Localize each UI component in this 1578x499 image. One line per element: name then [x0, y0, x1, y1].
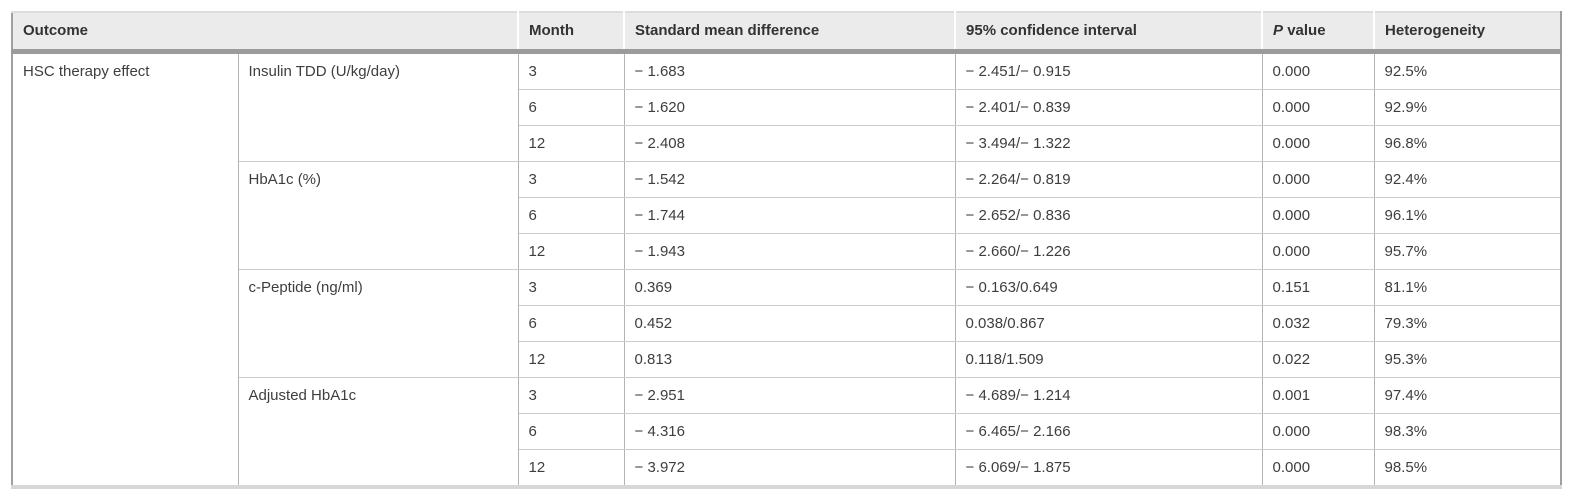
pvalue-cell: 0.000	[1262, 89, 1375, 126]
measure-cell: c-Peptide (ng/ml)	[238, 269, 519, 378]
table-row: 12 − 3.972 − 6.069/− 1.875 0.000 98.5%	[12, 449, 1562, 488]
table-row: 6 0.452 0.038/0.867 0.032 79.3%	[12, 305, 1562, 342]
smd-cell: − 1.542	[624, 161, 956, 198]
pvalue-cell: 0.000	[1262, 125, 1375, 162]
pvalue-cell: 0.000	[1262, 51, 1375, 90]
ci-cell: − 0.163/0.649	[955, 269, 1263, 306]
heterogeneity-cell: 96.8%	[1374, 125, 1562, 162]
ci-cell: − 2.652/− 0.836	[955, 197, 1263, 234]
month-cell: 12	[518, 233, 625, 270]
heterogeneity-cell: 92.4%	[1374, 161, 1562, 198]
heterogeneity-cell: 81.1%	[1374, 269, 1562, 306]
measure-cell: HbA1c (%)	[238, 161, 519, 270]
month-cell: 3	[518, 377, 625, 414]
heterogeneity-cell: 79.3%	[1374, 305, 1562, 342]
table-row: HbA1c (%) 3 − 1.542 − 2.264/− 0.819 0.00…	[12, 161, 1562, 270]
table-row: 12 0.813 0.118/1.509 0.022 95.3%	[12, 341, 1562, 378]
ci-cell: 0.118/1.509	[955, 341, 1263, 378]
pvalue-cell: 0.000	[1262, 161, 1375, 198]
smd-cell: − 2.951	[624, 377, 956, 414]
month-cell: 3	[518, 51, 625, 90]
table-row: c-Peptide (ng/ml) 3 0.369 − 0.163/0.649 …	[12, 269, 1562, 378]
pvalue-cell: 0.000	[1262, 449, 1375, 488]
column-header-month: Month	[518, 12, 626, 54]
pvalue-cell: 0.000	[1262, 197, 1375, 234]
table-row: 12 − 1.943 − 2.660/− 1.226 0.000 95.7%	[12, 233, 1562, 270]
heterogeneity-cell: 98.5%	[1374, 449, 1562, 488]
month-cell: 6	[518, 89, 625, 126]
month-cell: 12	[518, 125, 625, 162]
smd-cell: − 3.972	[624, 449, 956, 488]
ci-cell: − 3.494/− 1.322	[955, 125, 1263, 162]
ci-cell: − 2.660/− 1.226	[955, 233, 1263, 270]
column-header-heterogeneity: Heterogeneity	[1374, 12, 1562, 54]
pvalue-cell: 0.000	[1262, 233, 1375, 270]
table-row: 6 − 1.620 − 2.401/− 0.839 0.000 92.9%	[12, 89, 1562, 126]
smd-cell: 0.369	[624, 269, 956, 306]
ci-cell: − 6.069/− 1.875	[955, 449, 1263, 488]
column-header-outcome: Outcome	[12, 12, 520, 54]
month-cell: 6	[518, 413, 625, 450]
heterogeneity-cell: 98.3%	[1374, 413, 1562, 450]
heterogeneity-cell: 92.5%	[1374, 51, 1562, 90]
month-cell: 3	[518, 161, 625, 198]
outcome-group-cell: HSC therapy effect	[12, 51, 239, 488]
ci-cell: − 4.689/− 1.214	[955, 377, 1263, 414]
pvalue-cell: 0.000	[1262, 413, 1375, 450]
ci-cell: 0.038/0.867	[955, 305, 1263, 342]
smd-cell: − 1.943	[624, 233, 956, 270]
smd-cell: 0.452	[624, 305, 956, 342]
smd-cell: − 1.683	[624, 51, 956, 90]
column-header-pvalue: P value	[1262, 12, 1376, 54]
month-cell: 6	[518, 197, 625, 234]
smd-cell: 0.813	[624, 341, 956, 378]
pvalue-cell: 0.001	[1262, 377, 1375, 414]
heterogeneity-cell: 95.7%	[1374, 233, 1562, 270]
smd-cell: − 1.744	[624, 197, 956, 234]
table-row: HSC therapy effect Insulin TDD (U/kg/day…	[12, 51, 1562, 488]
table-row: 6 − 4.316 − 6.465/− 2.166 0.000 98.3%	[12, 413, 1562, 450]
ci-cell: − 2.264/− 0.819	[955, 161, 1263, 198]
ci-cell: − 2.451/− 0.915	[955, 51, 1263, 90]
heterogeneity-cell: 95.3%	[1374, 341, 1562, 378]
pvalue-cell: 0.022	[1262, 341, 1375, 378]
table-row: 12 − 2.408 − 3.494/− 1.322 0.000 96.8%	[12, 125, 1562, 162]
ci-cell: − 6.465/− 2.166	[955, 413, 1263, 450]
smd-cell: − 1.620	[624, 89, 956, 126]
column-header-ci: 95% confidence interval	[955, 12, 1264, 54]
month-cell: 12	[518, 449, 625, 488]
pvalue-header-rest: value	[1283, 22, 1326, 39]
month-cell: 6	[518, 305, 625, 342]
heterogeneity-cell: 97.4%	[1374, 377, 1562, 414]
smd-cell: − 2.408	[624, 125, 956, 162]
ci-cell: − 2.401/− 0.839	[955, 89, 1263, 126]
table-header-row: Outcome Month Standard mean difference 9…	[12, 12, 1562, 54]
table-row: 6 − 1.744 − 2.652/− 0.836 0.000 96.1%	[12, 197, 1562, 234]
smd-cell: − 4.316	[624, 413, 956, 450]
measure-cell: Insulin TDD (U/kg/day)	[238, 51, 519, 162]
pvalue-cell: 0.151	[1262, 269, 1375, 306]
pvalue-header-symbol: P	[1273, 22, 1284, 39]
pvalue-cell: 0.032	[1262, 305, 1375, 342]
month-cell: 3	[518, 269, 625, 306]
meta-analysis-table: Outcome Month Standard mean difference 9…	[11, 11, 1563, 489]
measure-cell: Adjusted HbA1c	[238, 377, 519, 488]
heterogeneity-cell: 96.1%	[1374, 197, 1562, 234]
table-row: Adjusted HbA1c 3 − 2.951 − 4.689/− 1.214…	[12, 377, 1562, 488]
column-header-smd: Standard mean difference	[624, 12, 957, 54]
heterogeneity-cell: 92.9%	[1374, 89, 1562, 126]
month-cell: 12	[518, 341, 625, 378]
